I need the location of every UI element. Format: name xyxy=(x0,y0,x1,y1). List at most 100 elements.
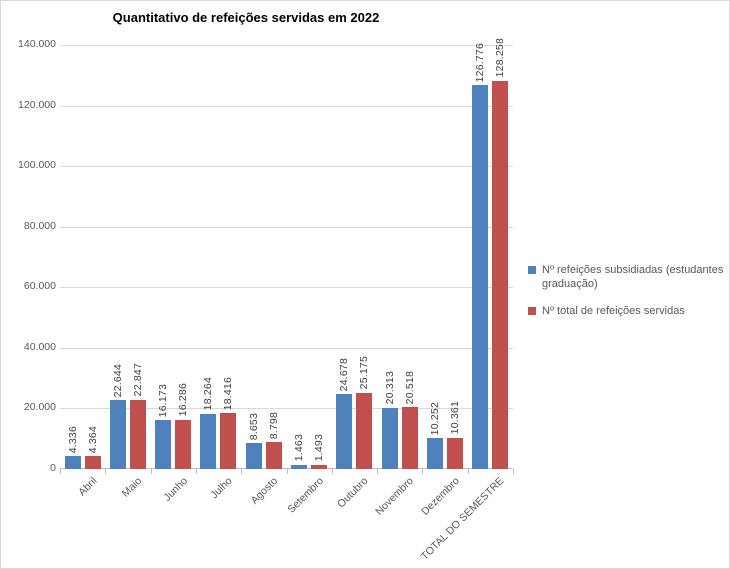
bar-value-label: 126.776 xyxy=(469,43,491,82)
x-axis-tick xyxy=(422,469,423,474)
legend-item-total: Nº total de refeições servidas xyxy=(528,304,724,318)
bar-group: 8.653 8.798 xyxy=(241,45,286,469)
bar-value-label: 10.252 xyxy=(424,402,446,435)
gridline xyxy=(60,45,513,46)
bar-value-text: 20.313 xyxy=(383,371,396,405)
bar-value-label: 25.175 xyxy=(353,356,375,389)
bar xyxy=(265,442,282,469)
y-axis-tick-label: 140.000 xyxy=(18,38,56,50)
bar-value-text: 8.798 xyxy=(267,412,280,440)
gridline xyxy=(60,348,513,349)
x-axis-category-label: Junho xyxy=(160,475,190,504)
bar-value-label: 20.518 xyxy=(399,371,421,404)
y-axis-tick-label: 80.000 xyxy=(23,220,56,232)
bar-value-text: 8.653 xyxy=(247,412,260,440)
bar-value-label: 128.258 xyxy=(489,38,511,77)
bar-value-text: 10.252 xyxy=(428,401,441,435)
bar-group: 10.252 10.361 xyxy=(422,45,467,469)
x-axis-category-label: Outubro xyxy=(335,475,371,511)
legend: Nº refeições subsidiadas (estudantes gra… xyxy=(528,263,724,331)
bar-value-label: 1.463 xyxy=(288,434,310,461)
bar-value-label: 8.653 xyxy=(243,413,265,440)
x-axis-category-label: Maio xyxy=(119,475,145,500)
bar-value-text: 16.286 xyxy=(177,383,190,417)
bar-group: 126.776 128.258 xyxy=(468,38,513,469)
x-axis-tick xyxy=(241,469,242,474)
bar-value-label: 18.416 xyxy=(217,377,239,410)
y-axis-tick-label: 60.000 xyxy=(23,280,56,292)
x-axis-tick xyxy=(60,469,61,474)
y-axis-tick-label: 100.000 xyxy=(18,159,56,171)
bar-value-text: 22.644 xyxy=(111,364,124,398)
bar xyxy=(109,400,126,469)
bar xyxy=(426,438,443,469)
gridline xyxy=(60,106,513,107)
bar-group: 18.264 18.416 xyxy=(196,45,241,469)
bar-value-text: 126.776 xyxy=(474,42,487,82)
bar-value-label: 4.336 xyxy=(62,426,84,453)
bar xyxy=(175,419,192,469)
gridline xyxy=(60,166,513,167)
x-axis-category-label: Setembro xyxy=(284,475,326,516)
x-axis-category-label: TOTAL DO SEMESTRE xyxy=(419,475,507,563)
bar xyxy=(446,437,463,469)
bar xyxy=(492,80,509,469)
gridline xyxy=(60,227,513,228)
x-axis-tick xyxy=(377,469,378,474)
bar xyxy=(64,455,81,469)
bar xyxy=(356,392,373,469)
x-axis-tick xyxy=(196,469,197,474)
bar-value-text: 10.361 xyxy=(448,401,461,435)
x-axis-category-label: Abril xyxy=(75,475,100,499)
legend-item-subsidized: Nº refeições subsidiadas (estudantes gra… xyxy=(528,263,724,291)
bar-value-label: 22.644 xyxy=(107,364,129,397)
y-axis-tick-label: 0 xyxy=(50,462,56,474)
x-axis-category-label: Novembro xyxy=(373,475,417,518)
bar-value-text: 25.175 xyxy=(358,356,371,390)
bar-value-label: 24.678 xyxy=(333,358,355,391)
bar-group: 20.313 20.518 xyxy=(377,45,422,469)
bar-value-label: 1.493 xyxy=(308,434,330,461)
bar-value-text: 24.678 xyxy=(338,357,351,392)
bar xyxy=(381,407,398,469)
bar-value-text: 1.463 xyxy=(293,434,306,462)
bar-value-label: 20.313 xyxy=(379,371,401,404)
bar xyxy=(84,455,101,469)
bar-group: 4.336 4.364 xyxy=(60,45,105,469)
plot-area: 4.336 4.364 22.644 22.847 16.173 16.286 18.264… xyxy=(60,38,514,474)
x-axis-tick xyxy=(332,469,333,474)
bar xyxy=(311,464,328,469)
bar-value-text: 22.847 xyxy=(131,363,144,397)
y-axis-tick-label: 40.000 xyxy=(23,341,56,353)
x-axis-tick xyxy=(151,469,152,474)
bar-value-text: 4.336 xyxy=(66,425,79,453)
bar xyxy=(291,464,308,469)
bar-value-text: 18.264 xyxy=(202,377,215,411)
x-axis-line xyxy=(60,468,513,469)
x-axis-tick xyxy=(468,469,469,474)
bar-group: 22.644 22.847 xyxy=(105,45,150,469)
bar xyxy=(245,442,262,469)
x-axis-category-label: Agosto xyxy=(248,475,281,507)
y-axis-tick-label: 20.000 xyxy=(23,401,56,413)
x-axis-tick xyxy=(105,469,106,474)
bar-value-label: 18.264 xyxy=(197,377,219,410)
bar-value-label: 16.173 xyxy=(152,384,174,417)
x-axis-category-label: Julho xyxy=(208,475,235,502)
legend-marker-red-icon xyxy=(528,307,536,315)
bar-group: 1.463 1.493 xyxy=(287,45,332,469)
bar-value-text: 16.173 xyxy=(157,383,170,417)
chart-title: Quantitativo de refeições servidas em 20… xyxy=(112,10,380,25)
bar-value-label: 16.286 xyxy=(172,383,194,416)
legend-label: Nº refeições subsidiadas (estudantes gra… xyxy=(542,264,724,290)
bar-value-text: 4.364 xyxy=(86,425,99,453)
bar-value-label: 8.798 xyxy=(263,412,285,439)
x-axis-tick xyxy=(513,469,514,474)
bar xyxy=(336,394,353,469)
bar-value-text: 1.493 xyxy=(313,434,326,462)
legend-marker-blue-icon xyxy=(528,266,536,274)
bar-value-label: 22.847 xyxy=(127,363,149,396)
bar xyxy=(472,85,489,469)
gridline xyxy=(60,408,513,409)
